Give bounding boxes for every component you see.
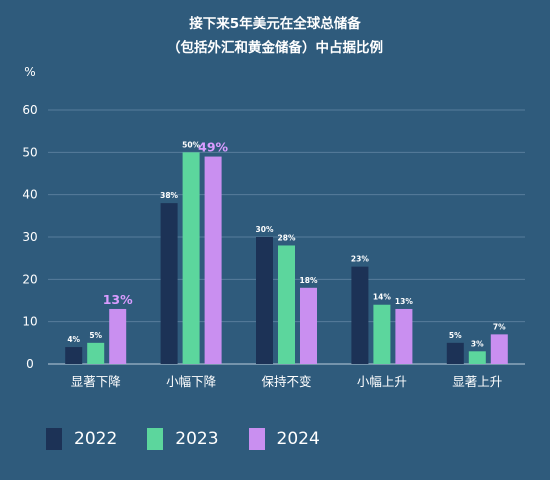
x-tick-label: 显著下降 [71, 374, 122, 389]
bar [278, 245, 295, 364]
data-label: 3% [471, 339, 484, 348]
chart-title-line-1: 接下来5年美元在全球总储备 [189, 16, 361, 32]
legend-label-2024: 2024 [276, 429, 320, 449]
legend: 2022 2023 2024 [46, 428, 350, 450]
legend-label-2022: 2022 [74, 429, 118, 449]
y-tick-label: 10 [22, 315, 37, 329]
y-tick-label: 50 [22, 145, 37, 159]
y-tick-label: 20 [22, 272, 37, 286]
legend-swatch-2023 [147, 428, 164, 450]
y-tick-label: 0 [26, 357, 34, 371]
data-label: 4% [67, 335, 80, 344]
legend-item-2022: 2022 [46, 428, 117, 450]
bar [395, 308, 413, 364]
x-tick-label: 保持不变 [261, 374, 311, 389]
bar [109, 308, 127, 364]
bar [204, 156, 222, 364]
x-tick-label: 显著上升 [452, 374, 502, 389]
legend-swatch-2024 [248, 428, 265, 450]
x-tick-label: 小幅下降 [166, 374, 217, 389]
data-label: 30% [256, 225, 274, 234]
bar [490, 334, 508, 364]
legend-item-2023: 2023 [147, 428, 219, 450]
data-label: 28% [278, 233, 296, 242]
data-label: 13% [103, 292, 133, 307]
data-label: 7% [493, 322, 506, 331]
data-label: 18% [300, 276, 318, 285]
bar [182, 152, 200, 364]
data-label: 14% [373, 293, 391, 302]
bar [446, 342, 464, 364]
bar [468, 351, 486, 364]
bar [300, 287, 317, 364]
legend-label-2023: 2023 [175, 429, 219, 449]
data-label: 13% [395, 297, 413, 306]
y-axis-label: % [24, 65, 35, 79]
bar [373, 304, 391, 364]
data-label: 5% [449, 331, 462, 340]
bar [160, 203, 178, 364]
data-label: 38% [160, 191, 178, 200]
chart-title-line-2: （包括外汇和黄金储备）中占据比例 [167, 40, 383, 56]
data-label: 49% [198, 140, 228, 155]
bar [87, 342, 105, 364]
y-tick-label: 60 [22, 103, 37, 117]
legend-item-2024: 2024 [248, 428, 320, 450]
data-label: 50% [182, 140, 200, 149]
y-tick-label: 30 [22, 230, 37, 244]
bar [256, 237, 273, 364]
data-label: 23% [351, 255, 369, 264]
bar [65, 347, 83, 364]
data-label: 5% [89, 331, 102, 340]
y-tick-label: 40 [22, 188, 37, 202]
bar [351, 266, 369, 364]
legend-swatch-2022 [46, 428, 62, 450]
x-tick-label: 小幅上升 [357, 374, 407, 389]
